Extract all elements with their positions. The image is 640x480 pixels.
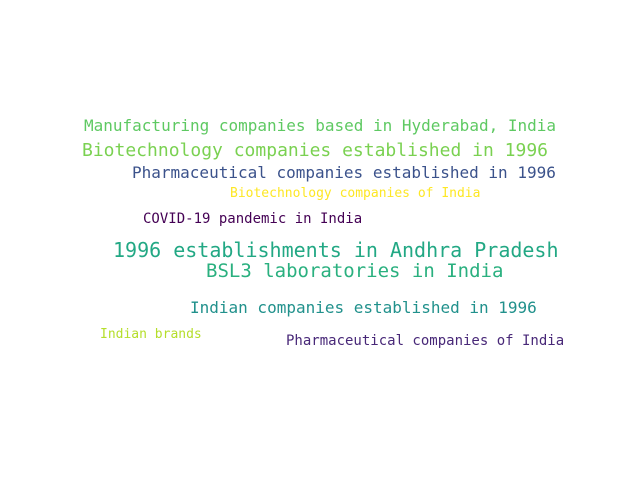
word-indian-brands: Indian brands	[100, 327, 202, 342]
word-1996-establishments-andhra-pradesh: 1996 establishments in Andhra Pradesh	[113, 238, 559, 262]
word-indian-companies-1996: Indian companies established in 1996	[190, 298, 537, 317]
word-pharmaceutical-companies-india: Pharmaceutical companies of India	[286, 333, 565, 349]
word-biotechnology-companies-1996: Biotechnology companies established in 1…	[82, 140, 548, 161]
word-pharmaceutical-companies-1996: Pharmaceutical companies established in …	[132, 163, 556, 182]
word-covid-19-pandemic-india: COVID-19 pandemic in India	[143, 211, 363, 227]
word-bsl3-laboratories-india: BSL3 laboratories in India	[206, 260, 504, 282]
word-biotechnology-companies-india: Biotechnology companies of India	[230, 186, 481, 201]
word-manufacturing-companies-hyderabad: Manufacturing companies based in Hyderab…	[84, 116, 557, 135]
